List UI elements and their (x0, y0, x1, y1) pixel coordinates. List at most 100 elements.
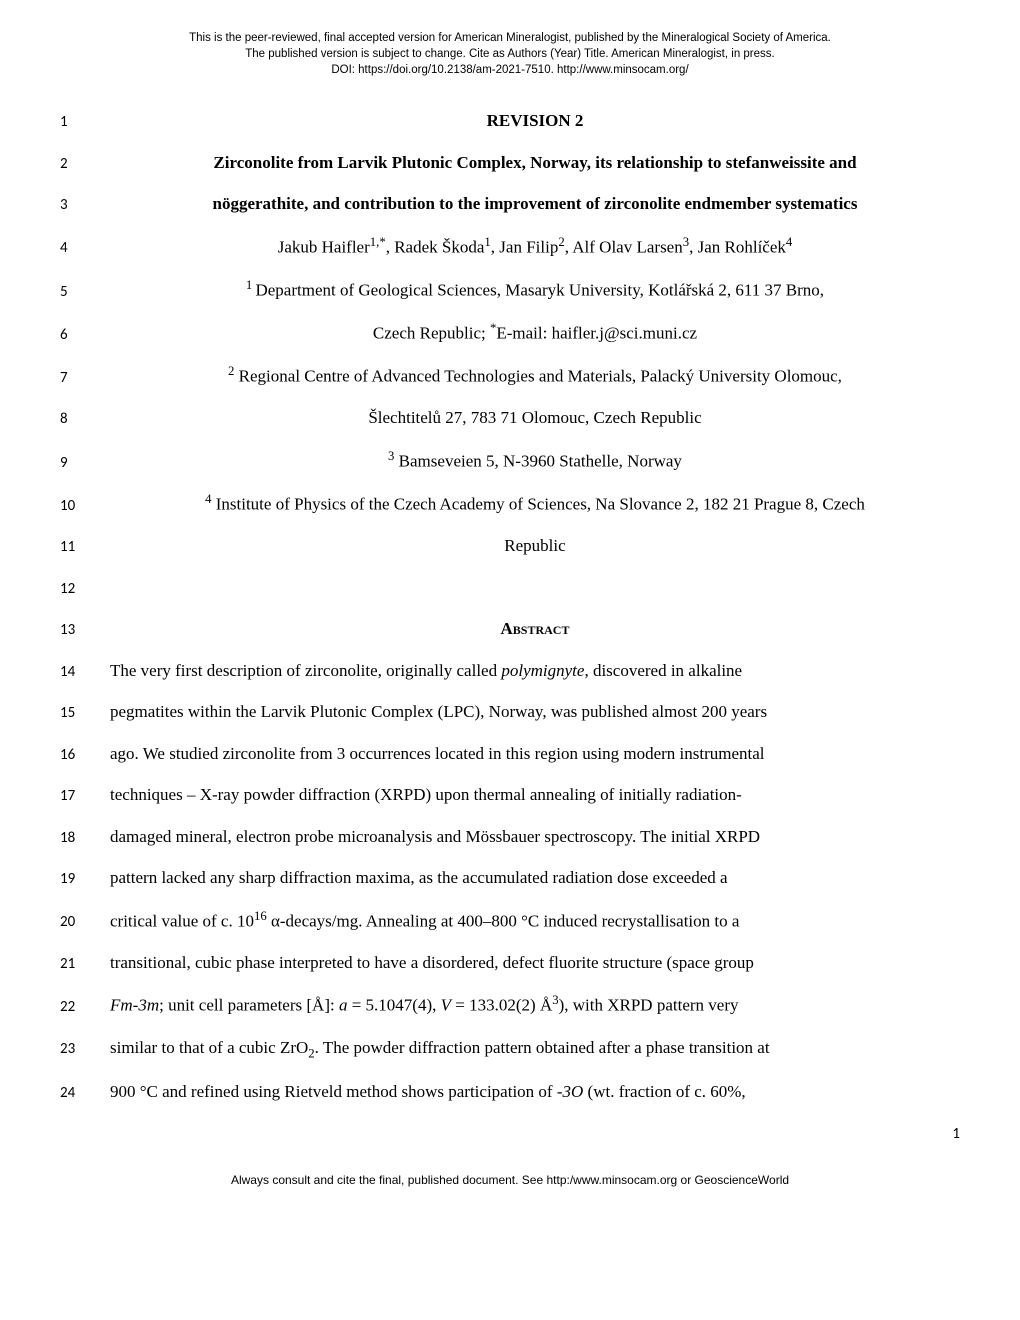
line-2: 2 Zirconolite from Larvik Plutonic Compl… (60, 150, 960, 176)
line-number: 17 (60, 787, 110, 805)
line-number: 19 (60, 870, 110, 888)
line-number: 10 (60, 497, 110, 515)
title-line-a: Zirconolite from Larvik Plutonic Complex… (110, 150, 960, 176)
affil-text: Bamseveien 5, N-3960 Stathelle, Norway (394, 452, 682, 471)
author-text: , Jan Filip (491, 237, 559, 256)
line-number: 18 (60, 829, 110, 847)
affiliation-1b: Czech Republic; *E-mail: haifler.j@sci.m… (110, 319, 960, 346)
affil-text: Institute of Physics of the Czech Academ… (211, 495, 864, 514)
line-number: 20 (60, 913, 110, 931)
line-number: 7 (60, 369, 110, 387)
line-number: 6 (60, 326, 110, 344)
line-15: 15 pegmatites within the Larvik Plutonic… (60, 699, 960, 725)
affil-sup: 1,* (370, 235, 386, 249)
abstract-text: The very first description of zirconolit… (110, 658, 960, 684)
text: The very first description of zirconolit… (110, 661, 501, 680)
line-number: 21 (60, 955, 110, 973)
line-20: 20 critical value of c. 1016 α-decays/mg… (60, 907, 960, 934)
line-16: 16 ago. We studied zirconolite from 3 oc… (60, 741, 960, 767)
line-number: 13 (60, 621, 110, 639)
affil-text: Department of Geological Sciences, Masar… (255, 281, 824, 300)
affiliation-4b: Republic (110, 533, 960, 559)
line-6: 6 Czech Republic; *E-mail: haifler.j@sci… (60, 319, 960, 346)
affiliation-2b: Šlechtitelů 27, 783 71 Olomouc, Czech Re… (110, 405, 960, 431)
manuscript-body: 1 REVISION 2 2 Zirconolite from Larvik P… (60, 108, 960, 1104)
exponent: 16 (254, 909, 267, 923)
email-text: E-mail: haifler.j@sci.muni.cz (496, 324, 697, 343)
line-number: 12 (60, 580, 110, 598)
italic-term: polymignyte (501, 661, 584, 680)
line-number: 4 (60, 239, 110, 257)
line-24: 24 900 °C and refined using Rietveld met… (60, 1079, 960, 1105)
italic-term: Fm-3m (110, 996, 159, 1015)
line-8: 8 Šlechtitelů 27, 783 71 Olomouc, Czech … (60, 405, 960, 431)
affiliation-2a: 2 Regional Centre of Advanced Technologi… (110, 362, 960, 389)
header-note: This is the peer-reviewed, final accepte… (60, 30, 960, 78)
line-3: 3 nöggerathite, and contribution to the … (60, 191, 960, 217)
footer-note: Always consult and cite the final, publi… (60, 1173, 960, 1187)
authors-line: Jakub Haifler1,*, Radek Škoda1, Jan Fili… (110, 233, 960, 260)
line-number: 9 (60, 454, 110, 472)
text: = 5.1047(4), (347, 996, 440, 1015)
line-number: 3 (60, 196, 110, 214)
line-22: 22 Fm-3m; unit cell parameters [Å]: a = … (60, 991, 960, 1018)
abstract-text: critical value of c. 1016 α-decays/mg. A… (110, 907, 960, 934)
line-5: 5 1 Department of Geological Sciences, M… (60, 276, 960, 303)
author-text: , Jan Rohlíček (689, 237, 786, 256)
abstract-heading: Abstract (110, 616, 960, 642)
header-line2: The published version is subject to chan… (245, 48, 774, 60)
line-number: 8 (60, 410, 110, 428)
text: , discovered in alkaline (584, 661, 742, 680)
header-line1: This is the peer-reviewed, final accepte… (189, 32, 831, 44)
title-line-b: nöggerathite, and contribution to the im… (110, 191, 960, 217)
author-text: , Alf Olav Larsen (565, 237, 683, 256)
line-number: 1 (60, 113, 110, 131)
revision-heading: REVISION 2 (110, 108, 960, 134)
line-10: 10 4 Institute of Physics of the Czech A… (60, 490, 960, 517)
author-text: , Radek Škoda (386, 237, 485, 256)
abstract-text: damaged mineral, electron probe microana… (110, 824, 960, 850)
affiliation-3: 3 Bamseveien 5, N-3960 Stathelle, Norway (110, 447, 960, 474)
text: (wt. fraction of c. 60%, (583, 1082, 745, 1101)
text: critical value of c. 10 (110, 911, 254, 930)
affil-sup: 4 (786, 235, 792, 249)
line-number: 16 (60, 746, 110, 764)
text: ; unit cell parameters [Å]: (159, 996, 339, 1015)
line-number: 5 (60, 283, 110, 301)
line-18: 18 damaged mineral, electron probe micro… (60, 824, 960, 850)
line-19: 19 pattern lacked any sharp diffraction … (60, 865, 960, 891)
abstract-text: similar to that of a cubic ZrO2. The pow… (110, 1035, 960, 1064)
blank-line (110, 575, 960, 601)
text: . The powder diffraction pattern obtaine… (315, 1038, 770, 1057)
text: 900 °C and refined using Rietveld method… (110, 1082, 557, 1101)
line-number: 14 (60, 663, 110, 681)
abstract-text: pattern lacked any sharp diffraction max… (110, 865, 960, 891)
line-number: 15 (60, 704, 110, 722)
line-1: 1 REVISION 2 (60, 108, 960, 134)
line-7: 7 2 Regional Centre of Advanced Technolo… (60, 362, 960, 389)
line-21: 21 transitional, cubic phase interpreted… (60, 950, 960, 976)
abstract-text: pegmatites within the Larvik Plutonic Co… (110, 699, 960, 725)
line-13: 13 Abstract (60, 616, 960, 642)
line-9: 9 3 Bamseveien 5, N-3960 Stathelle, Norw… (60, 447, 960, 474)
abstract-text: transitional, cubic phase interpreted to… (110, 950, 960, 976)
line-number: 24 (60, 1084, 110, 1102)
affil-text: Regional Centre of Advanced Technologies… (234, 367, 842, 386)
text: similar to that of a cubic ZrO (110, 1038, 308, 1057)
affiliation-4a: 4 Institute of Physics of the Czech Acad… (110, 490, 960, 517)
author-text: Jakub Haifler (278, 237, 370, 256)
line-number: 11 (60, 538, 110, 556)
affiliation-1a: 1 Department of Geological Sciences, Mas… (110, 276, 960, 303)
abstract-text: 900 °C and refined using Rietveld method… (110, 1079, 960, 1105)
line-number: 2 (60, 155, 110, 173)
line-14: 14 The very first description of zircono… (60, 658, 960, 684)
abstract-text: Fm-3m; unit cell parameters [Å]: a = 5.1… (110, 991, 960, 1018)
affil-text: Czech Republic; (373, 324, 490, 343)
header-line3: DOI: https://doi.org/10.2138/am-2021-751… (331, 64, 688, 76)
text: ), with XRPD pattern very (559, 996, 739, 1015)
text: α-decays/mg. Annealing at 400–800 °C ind… (267, 911, 740, 930)
abstract-text: ago. We studied zirconolite from 3 occur… (110, 741, 960, 767)
line-23: 23 similar to that of a cubic ZrO2. The … (60, 1035, 960, 1064)
line-17: 17 techniques – X-ray powder diffraction… (60, 782, 960, 808)
line-4: 4 Jakub Haifler1,*, Radek Škoda1, Jan Fi… (60, 233, 960, 260)
